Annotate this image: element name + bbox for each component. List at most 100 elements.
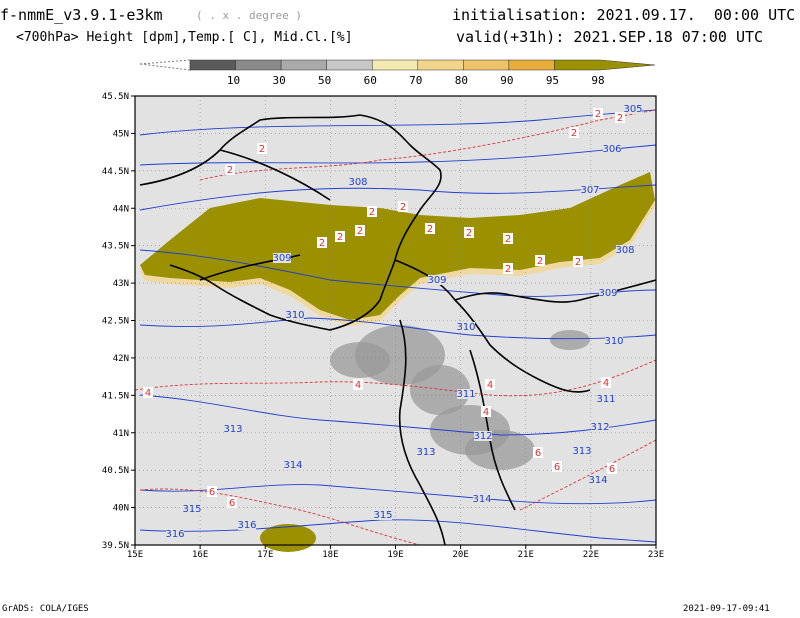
- height-label-bg: [417, 447, 435, 457]
- height-label-bg: [457, 322, 475, 332]
- temp-label-bg: [335, 231, 345, 242]
- lon-label: 23E: [648, 550, 664, 560]
- temp-label-bg: [601, 377, 611, 388]
- lat-label: 42N: [113, 354, 129, 364]
- cloud-band-heavy: [140, 172, 655, 320]
- height-label-bg: [581, 185, 599, 195]
- colorbar-low-end: [139, 59, 191, 71]
- temp-label: 4: [145, 388, 151, 399]
- lat-label: 44N: [113, 204, 129, 214]
- colorbar-swatch: [371, 59, 419, 71]
- cloud-patch-mid: [410, 365, 470, 415]
- height-label-bg: [589, 475, 607, 485]
- temp-label: 2: [259, 144, 265, 155]
- height-label: 307: [580, 185, 599, 196]
- lon-label: 18E: [322, 550, 338, 560]
- weather-map: 15E 16E 17E 18E 19E 20E 21E 22E 23E 45.5N 45N 44.5N…: [102, 92, 664, 560]
- temp-label-bg: [569, 127, 579, 138]
- height-label: 316: [165, 529, 184, 540]
- temp-label-bg: [481, 406, 491, 417]
- colorbar-label: 95: [546, 74, 559, 87]
- colorbar-label: 60: [364, 74, 377, 87]
- temp-label-bg: [225, 164, 235, 175]
- colorbar-label: 80: [455, 74, 468, 87]
- height-label-bg: [284, 460, 302, 470]
- height-label-bg: [597, 394, 615, 404]
- temp-label-bg: [353, 379, 363, 390]
- lat-label: 42.5N: [102, 317, 129, 327]
- height-label: 305: [623, 104, 642, 115]
- colorbar-swatch: [189, 59, 236, 71]
- colorbar-swatch: [417, 59, 464, 71]
- temperature-contour: [519, 439, 657, 511]
- temp-label: 2: [466, 228, 472, 239]
- lat-label: 41N: [113, 429, 129, 439]
- height-label: 315: [373, 510, 392, 521]
- height-label: 314: [472, 494, 491, 505]
- height-contour: [139, 317, 657, 340]
- temp-label: 2: [617, 113, 623, 124]
- height-label: 313: [572, 446, 591, 457]
- temp-label-bg: [573, 256, 583, 267]
- temp-label: 4: [355, 380, 361, 391]
- height-label: 315: [182, 504, 201, 515]
- height-label: 312: [473, 431, 492, 442]
- colorbar-swatch: [235, 59, 282, 71]
- lat-label: 43.5N: [102, 242, 129, 252]
- temp-label: 2: [400, 202, 406, 213]
- colorbar-svg: 10 30 50 60 70 80 90 95 98: [139, 59, 656, 87]
- height-label: 312: [590, 422, 609, 433]
- height-contour: [139, 484, 657, 505]
- temp-label: 6: [554, 462, 560, 473]
- height-label-bg: [183, 504, 201, 514]
- lon-label: 20E: [452, 550, 468, 560]
- field-description: <700hPa> Height [dpm],Temp.[ C], Mid.Cl.…: [16, 30, 353, 45]
- temp-label-bg: [552, 461, 562, 472]
- height-label-bg: [605, 336, 623, 346]
- lat-label: 39.5N: [102, 541, 129, 551]
- colorbar-swatch: [326, 59, 373, 71]
- temp-label-bg: [535, 255, 545, 266]
- height-label-bg: [457, 389, 475, 399]
- temp-label: 2: [571, 128, 577, 139]
- lon-label: 16E: [192, 550, 208, 560]
- temp-label: 2: [427, 224, 433, 235]
- height-label-bg: [238, 520, 256, 530]
- lat-label: 44.5N: [102, 167, 129, 177]
- height-label-bg: [349, 177, 367, 187]
- height-label-bg: [474, 431, 492, 441]
- colorbar-swatch: [508, 59, 555, 71]
- temp-label-bg: [367, 206, 377, 217]
- height-label: 306: [602, 144, 621, 155]
- height-label: 314: [283, 460, 302, 471]
- colorbar-swatch: [280, 59, 327, 71]
- temp-label-bg: [615, 112, 625, 123]
- temp-label-bg: [503, 263, 513, 274]
- temp-label-bg: [317, 237, 327, 248]
- height-label-bg: [166, 529, 184, 539]
- height-label: 311: [596, 394, 615, 405]
- height-label: 310: [604, 336, 623, 347]
- cloud-patch-mid: [330, 342, 390, 378]
- temp-label-bg: [257, 143, 267, 154]
- height-label-bg: [473, 494, 491, 504]
- coastline-border: [139, 114, 361, 186]
- height-contour: [139, 184, 657, 211]
- temp-label-bg: [398, 201, 408, 212]
- height-label-bg: [591, 422, 609, 432]
- lat-label: 43N: [113, 279, 129, 289]
- init-time: initialisation: 2021.09.17. 00:00 UTC: [452, 6, 796, 24]
- colorbar-label: 90: [500, 74, 513, 87]
- temp-label-bg: [355, 225, 365, 236]
- temp-label-bg: [533, 447, 543, 458]
- coastline-border: [398, 319, 446, 546]
- height-label: 310: [456, 322, 475, 333]
- footer-timestamp: 2021-09-17-09:41: [683, 604, 770, 614]
- colorbar-label: 50: [318, 74, 331, 87]
- lat-label: 40N: [113, 504, 129, 514]
- unit-note: ( . x . degree ): [196, 9, 302, 22]
- lon-label: 17E: [257, 550, 273, 560]
- lon-label: 15E: [127, 550, 143, 560]
- coastline-border: [219, 149, 331, 201]
- temp-label: 2: [337, 232, 343, 243]
